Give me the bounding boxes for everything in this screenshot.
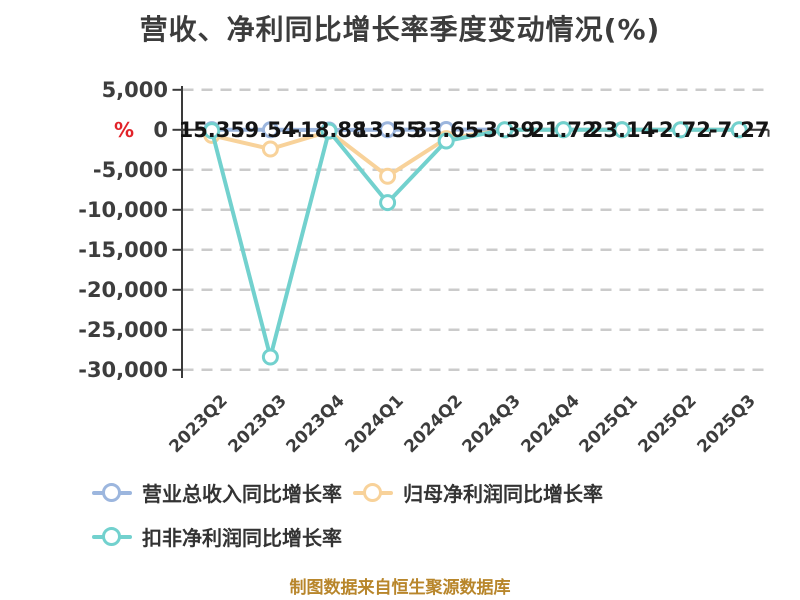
series-marker-1 [261, 140, 279, 158]
y-axis-unit-label: % [114, 118, 135, 142]
series-marker-2 [320, 122, 338, 140]
data-label: 13.55 [354, 117, 421, 142]
data-source-note: 制图数据来自恒生聚源数据库 [289, 578, 511, 598]
legend-line-marker-icon [92, 524, 132, 550]
y-axis-tick-label: -20,000 [78, 277, 168, 302]
legend-item-label: 扣非净利润同比增长率 [142, 526, 342, 550]
series-marker-2 [613, 121, 631, 139]
y-axis-tick-label: -30,000 [78, 357, 168, 382]
data-label: -18.88 [291, 117, 367, 142]
data-label: -2.72 [650, 117, 711, 142]
series-marker-2 [379, 194, 397, 212]
data-label: -3.39 [474, 117, 536, 142]
data-label: 15.35 [178, 117, 246, 142]
series-marker-2 [496, 121, 514, 139]
y-axis-tick-label: 0 [153, 117, 168, 142]
legend-line-marker-icon [353, 480, 393, 506]
legend-item-label: 营业总收入同比增长率 [142, 482, 342, 506]
y-axis-tick-label: -25,000 [78, 317, 168, 342]
y-axis-tick-label: -15,000 [78, 237, 168, 262]
series-marker-2 [437, 132, 455, 150]
series-marker-0 [379, 121, 397, 139]
series-line-2 [209, 127, 742, 359]
y-axis-tick-label: -10,000 [78, 197, 168, 222]
y-axis-tick-label: 5,000 [101, 77, 168, 102]
data-label: 9.54 [244, 117, 297, 142]
series-marker-2 [730, 121, 748, 139]
series-marker-0 [261, 121, 279, 139]
data-label: 23.14 [588, 117, 656, 142]
legend-item-1[interactable]: 归母净利润同比增长率 [353, 478, 603, 507]
legend-item-label: 归母净利润同比增长率 [403, 482, 603, 506]
series-marker-2 [203, 122, 221, 140]
data-label: 21.72 [530, 117, 597, 142]
legend-item-2[interactable]: 扣非净利润同比增长率 [92, 522, 342, 551]
series-marker-1 [379, 167, 397, 185]
series-marker-2 [261, 348, 279, 366]
series-marker-2 [672, 121, 690, 139]
series-marker-2 [554, 121, 572, 139]
legend-item-0[interactable]: 营业总收入同比增长率 [92, 478, 342, 507]
legend-line-marker-icon [92, 480, 132, 506]
data-label: -7.27 [708, 117, 770, 142]
chart-title: 营收、净利同比增长率季度变动情况(%) [139, 13, 661, 46]
y-axis-tick-label: -5,000 [92, 157, 168, 182]
data-label: 33.65 [412, 117, 480, 142]
